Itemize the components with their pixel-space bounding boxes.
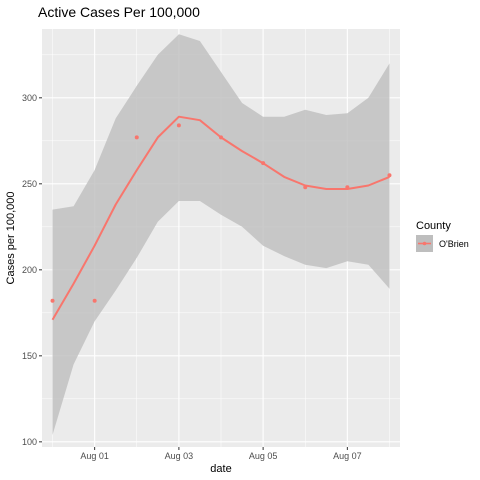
data-point xyxy=(219,135,223,140)
legend-label: O'Brien xyxy=(439,239,469,249)
y-tick-label: 300 xyxy=(22,93,37,103)
confidence-band xyxy=(52,34,390,435)
legend: County O'Brien xyxy=(416,220,469,252)
data-point xyxy=(92,298,97,303)
data-points xyxy=(50,123,392,303)
x-axis-title: date xyxy=(210,463,231,475)
x-tick-label: Aug 03 xyxy=(165,451,194,461)
x-axis-ticks: Aug 01 Aug 03 Aug 05 Aug 07 xyxy=(80,447,362,461)
y-tick-label: 250 xyxy=(22,179,37,189)
confidence-band-area xyxy=(52,34,390,435)
data-point xyxy=(261,161,266,166)
y-axis-title: Cases per 100,000 xyxy=(5,192,17,285)
data-point xyxy=(387,173,392,178)
legend-key-point xyxy=(422,241,427,246)
x-tick-label: Aug 05 xyxy=(249,451,278,461)
data-point xyxy=(50,298,55,303)
data-point xyxy=(303,185,308,190)
y-axis-ticks: 100 150 200 250 300 xyxy=(22,93,42,447)
data-point xyxy=(134,135,139,140)
data-point xyxy=(176,123,181,128)
y-tick-label: 150 xyxy=(22,351,37,361)
y-tick-label: 100 xyxy=(22,437,37,447)
chart-title: Active Cases Per 100,000 xyxy=(38,4,200,20)
data-point xyxy=(345,185,350,190)
x-tick-label: Aug 07 xyxy=(333,451,362,461)
legend-title: County xyxy=(416,220,451,232)
y-tick-label: 200 xyxy=(22,265,37,275)
x-tick-label: Aug 01 xyxy=(80,451,109,461)
